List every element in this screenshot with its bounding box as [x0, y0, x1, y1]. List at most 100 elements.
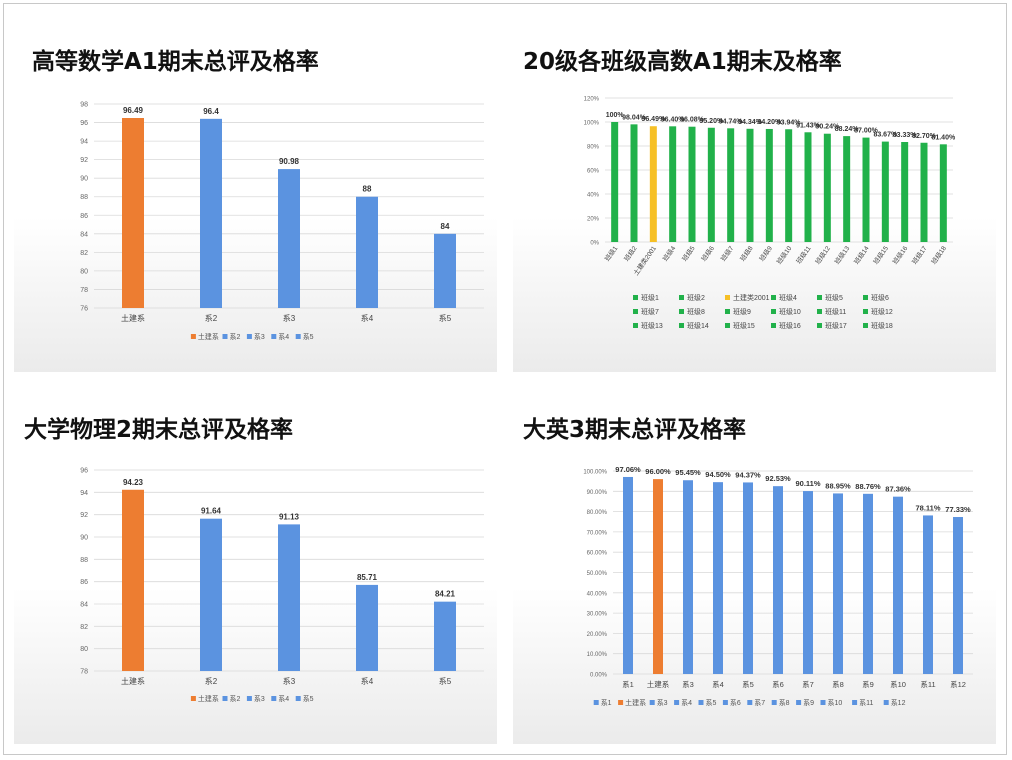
y-tick-label: 94 [80, 139, 88, 146]
data-label: 83.33% [893, 132, 918, 139]
y-tick-label: 78 [80, 669, 88, 676]
y-tick-label: 100.00% [583, 470, 607, 476]
legend-label: 班级2 [687, 293, 705, 302]
data-label: 88.76% [855, 482, 881, 491]
data-label: 100% [606, 112, 625, 119]
bar [669, 126, 677, 242]
data-label: 91.13 [279, 512, 300, 521]
y-tick-label: 50.00% [587, 571, 608, 577]
chart-title: 大学物理2期末总评及格率 [24, 417, 294, 443]
legend-swatch [246, 334, 252, 339]
x-tick-label: 系6 [772, 679, 784, 689]
x-tick-label: 系7 [802, 679, 814, 689]
x-tick-label: 班级14 [852, 244, 871, 266]
legend-swatch [295, 334, 301, 339]
bar [773, 486, 783, 674]
data-label: 97.06% [615, 465, 641, 474]
data-label: 93.94% [777, 119, 802, 126]
y-tick-label: 60% [587, 169, 600, 175]
data-label: 88.24% [835, 126, 860, 133]
x-tick-label: 班级6 [699, 244, 716, 263]
data-label: 90.11% [795, 479, 820, 488]
bar [630, 124, 638, 242]
bar-chart-class: 0% 20% 40% 60% 80% 100% 120% 100% 班级1 98.04% 班级2 96… [584, 97, 956, 331]
legend-label: 土建系 [198, 694, 219, 703]
legend-swatch [618, 700, 624, 705]
legend-swatch [817, 309, 822, 314]
x-tick-label: 系3 [682, 679, 694, 689]
x-tick-label: 班级11 [794, 244, 813, 266]
x-tick-label: 班级13 [832, 244, 851, 266]
x-tick-label: 系5 [439, 313, 452, 323]
legend-label: 班级8 [687, 307, 705, 316]
data-label: 94.50% [705, 470, 731, 479]
legend-label: 土建类2001 [733, 293, 770, 302]
y-tick-label: 92 [80, 512, 88, 519]
legend-swatch [679, 323, 684, 328]
bar [727, 128, 735, 242]
legend-label: 班级16 [779, 321, 801, 330]
legend-swatch [852, 700, 858, 705]
x-tick-label: 系5 [742, 679, 754, 689]
data-label: 90.24% [815, 124, 840, 131]
legend-swatch [817, 295, 822, 300]
legend-label: 班级6 [871, 293, 889, 302]
x-tick-label: 系3 [283, 676, 296, 686]
legend-swatch [771, 323, 776, 328]
data-label: 87.36% [885, 485, 911, 494]
legend-swatch [747, 700, 753, 705]
y-tick-label: 40.00% [587, 591, 608, 597]
chart-title: 高等数学A1期末总评及格率 [32, 49, 319, 75]
y-tick-label: 70.00% [587, 530, 608, 536]
legend-label: 系8 [779, 698, 790, 707]
y-tick-label: 86 [80, 213, 88, 220]
chart-title: 20级各班级高数A1期末及格率 [523, 49, 842, 75]
x-tick-label: 系4 [361, 676, 374, 686]
legend-swatch [271, 334, 277, 339]
y-tick-label: 80 [80, 268, 88, 275]
legend-label: 班级14 [687, 321, 709, 330]
y-tick-label: 90 [80, 176, 88, 183]
legend-swatch [679, 295, 684, 300]
y-tick-label: 90.00% [587, 490, 608, 496]
data-label: 96.4 [203, 107, 219, 116]
legend-swatch [246, 696, 252, 701]
y-tick-label: 10.00% [587, 652, 608, 658]
legend-label: 系5 [303, 332, 314, 341]
data-label: 77.33% [945, 505, 971, 514]
legend-label: 班级12 [871, 307, 893, 316]
legend-swatch [722, 700, 728, 705]
legend-label: 系3 [254, 332, 265, 341]
legend-swatch [771, 700, 777, 705]
legend-swatch [725, 309, 730, 314]
legend-swatch [725, 323, 730, 328]
legend-label: 系5 [706, 698, 717, 707]
legend-label: 系9 [803, 698, 814, 707]
data-label: 94.37% [735, 470, 761, 479]
legend-label: 土建系 [198, 332, 219, 341]
data-label: 88 [363, 185, 372, 194]
legend-label: 班级4 [779, 293, 797, 302]
x-tick-label: 系4 [712, 679, 724, 689]
x-tick-label: 系1 [622, 679, 634, 689]
bar [122, 489, 144, 671]
legend-swatch [679, 309, 684, 314]
y-tick-label: 88 [80, 557, 88, 564]
x-tick-label: 系11 [920, 679, 935, 689]
legend-swatch [222, 696, 228, 701]
data-label: 78.11% [915, 503, 940, 512]
data-label: 96.00% [645, 467, 671, 476]
data-label: 94.23 [123, 478, 144, 487]
bar [683, 480, 693, 674]
x-tick-label: 土建系 [121, 676, 145, 686]
data-label: 90.98 [279, 157, 300, 166]
data-label: 83.67% [873, 132, 898, 139]
legend-swatch [190, 696, 196, 701]
legend-label: 系12 [891, 698, 906, 707]
bar-chart-english: 0.00% 10.00% 20.00% 30.00% 40.00% 50.00% 60.00… [583, 465, 973, 707]
legend-label: 班级9 [733, 307, 751, 316]
legend-label: 系10 [828, 698, 843, 707]
legend-swatch [593, 700, 599, 705]
data-label: 85.71 [357, 573, 378, 582]
legend-swatch [863, 309, 868, 314]
